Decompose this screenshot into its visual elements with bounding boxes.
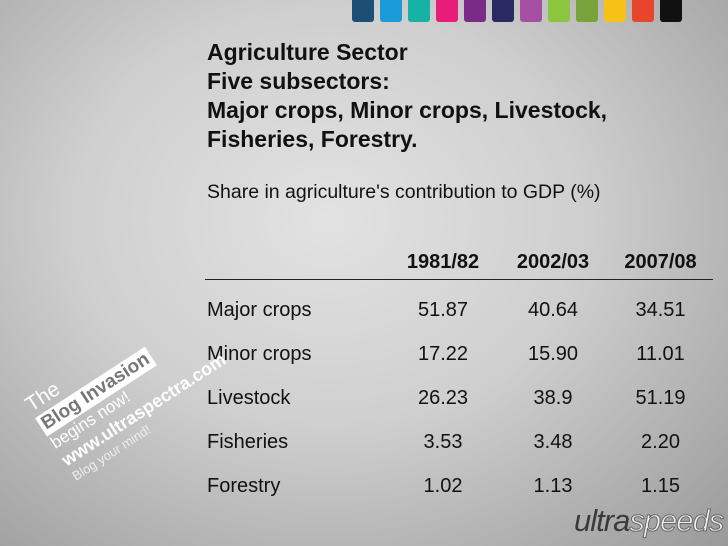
table-cell: 11.01 bbox=[636, 342, 685, 365]
table-cell: 51.19 bbox=[635, 386, 686, 409]
table-cell: 40.64 bbox=[527, 298, 579, 321]
table-cell: 34.51 bbox=[635, 298, 686, 321]
table-caption: Share in agriculture's contribution to G… bbox=[207, 181, 601, 203]
logo-part: ultra bbox=[574, 503, 630, 538]
gdp-share-table: 1981/82 2002/03 2007/08 Major crops 51.8… bbox=[205, 246, 713, 508]
row-label: Livestock bbox=[207, 386, 291, 409]
color-swatch bbox=[352, 0, 374, 22]
table-row: Major crops 51.87 40.64 34.51 bbox=[205, 280, 713, 333]
row-label: Minor crops bbox=[207, 342, 312, 365]
table-cell: 15.90 bbox=[527, 342, 579, 365]
table-cell: 1.13 bbox=[533, 474, 573, 497]
color-swatch-bar bbox=[352, 0, 688, 22]
table-cell: 51.87 bbox=[417, 298, 469, 321]
color-swatch bbox=[436, 0, 458, 22]
header-cell-2007: 2007/08 bbox=[624, 251, 697, 273]
title-line: Major crops, Minor crops, Livestock, bbox=[207, 97, 608, 123]
color-swatch bbox=[548, 0, 570, 22]
header-cell-2002: 2002/03 bbox=[516, 251, 590, 273]
color-swatch bbox=[632, 0, 654, 22]
table-cell: 38.9 bbox=[533, 386, 573, 409]
row-label: Major crops bbox=[207, 298, 312, 321]
slide-title: Agriculture Sector Five subsectors: Majo… bbox=[207, 38, 607, 154]
color-swatch bbox=[408, 0, 430, 22]
brand-logo: ultraspeeds bbox=[574, 503, 725, 539]
color-swatch bbox=[660, 0, 682, 22]
header-cell-1981: 1981/82 bbox=[406, 251, 480, 273]
header-cell-label bbox=[205, 246, 388, 280]
logo-part: speeds bbox=[629, 503, 725, 539]
table-cell: 17.22 bbox=[417, 342, 469, 365]
color-swatch bbox=[604, 0, 626, 22]
table-cell: 3.48 bbox=[533, 430, 573, 453]
table-cell: 2.20 bbox=[641, 430, 680, 453]
table-row: Minor crops 17.22 15.90 11.01 bbox=[205, 332, 713, 376]
table-cell: 26.23 bbox=[417, 386, 469, 409]
title-line: Agriculture Sector bbox=[207, 39, 408, 65]
table-cell: 3.53 bbox=[423, 430, 463, 453]
row-label: Forestry bbox=[207, 474, 281, 497]
row-label: Fisheries bbox=[207, 430, 289, 453]
table-row: Fisheries 3.53 3.48 2.20 bbox=[205, 420, 713, 464]
color-swatch bbox=[380, 0, 402, 22]
table-row: Forestry 1.02 1.13 1.15 bbox=[205, 464, 713, 508]
table-row: Livestock 26.23 38.9 51.19 bbox=[205, 376, 713, 420]
table-cell: 1.02 bbox=[423, 474, 463, 497]
title-line: Fisheries, Forestry. bbox=[207, 126, 418, 152]
table-header-row: 1981/82 2002/03 2007/08 bbox=[205, 246, 713, 280]
color-swatch bbox=[576, 0, 598, 22]
color-swatch bbox=[520, 0, 542, 22]
color-swatch bbox=[464, 0, 486, 22]
table-cell: 1.15 bbox=[641, 474, 680, 497]
title-line: Five subsectors: bbox=[207, 68, 390, 94]
color-swatch bbox=[492, 0, 514, 22]
